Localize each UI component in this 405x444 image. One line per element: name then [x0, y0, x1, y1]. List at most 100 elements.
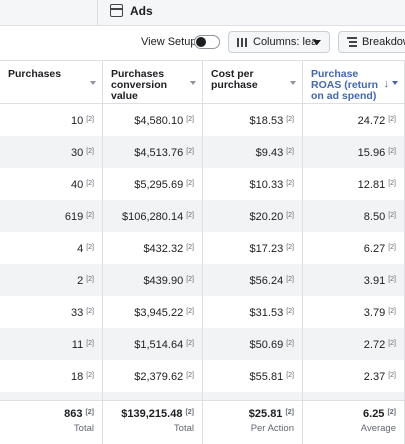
footnote-marker: [2] [286, 372, 294, 379]
cell-value: $17.23 [249, 243, 284, 255]
purchases-cell: 30 [2] [0, 136, 103, 168]
table-row[interactable]: 2 [2] $439.90 [2] $56.24 [2] 3.91 [2] [0, 264, 405, 296]
cell-value: 15.96 [357, 147, 386, 159]
cell-value: 6.27 [363, 243, 386, 255]
column-header-conversion-value[interactable]: Purchases conversion value [103, 61, 203, 105]
cell-value: 3.91 [363, 275, 386, 287]
cell-value: 40 [70, 179, 84, 191]
sort-caret-icon[interactable] [190, 81, 196, 85]
breakdown-button[interactable]: Breakdown [338, 31, 405, 53]
cost-per-purchase-cell: $56.24 [2] [203, 264, 303, 296]
column-header-label: Purchase ROAS (return on ad spend) [311, 68, 379, 102]
conversion-value-cell: $432.32 [2] [103, 232, 203, 264]
footnote-marker: [2] [86, 244, 94, 251]
top-bar-divider [97, 0, 98, 26]
footnote-marker: [2] [286, 340, 294, 347]
footnote-marker: [2] [86, 148, 94, 155]
purchase-roas-cell: 24.72 [2] [303, 104, 405, 136]
purchase-roas-cell: 3.79 [2] [303, 296, 405, 328]
columns-button-label: Columns: lea [253, 36, 318, 48]
cost-per-purchase-cell: $9.43 [2] [203, 136, 303, 168]
cell-value: 2 [77, 275, 84, 287]
sort-caret-icon[interactable] [90, 81, 96, 85]
cost-per-purchase-cell: $18.53 [2] [203, 104, 303, 136]
table-row[interactable]: 11 [2] $1,514.64 [2] $50.69 [2] 2.72 [2] [0, 328, 405, 360]
footnote-marker: [2] [286, 180, 294, 187]
table-row[interactable]: 33 [2] $3,945.22 [2] $31.53 [2] 3.79 [2] [0, 296, 405, 328]
total-cell: $25.81 [2] Per Action [203, 401, 303, 444]
purchases-cell: 10 [2] [0, 104, 103, 136]
conversion-value-cell: $1,514.64 [2] [103, 328, 203, 360]
footnote-marker: [2] [86, 212, 94, 219]
cell-value: $5,295.69 [134, 179, 184, 191]
footnote-marker: [2] [186, 212, 194, 219]
cell-value: $4,513.76 [134, 147, 184, 159]
conversion-value-cell: $8,374.55[2] [103, 392, 203, 400]
purchases-cell: 79[2] [0, 392, 103, 400]
top-bar: Ads [0, 0, 405, 26]
footnote-marker: [2] [86, 340, 94, 347]
footnote-marker: [2] [186, 180, 194, 187]
total-value: $139,215.48 [121, 408, 183, 420]
total-label: Total [173, 423, 194, 434]
view-setup-toggle[interactable] [194, 35, 220, 49]
column-header-label: Purchases [8, 68, 62, 80]
footnote-marker: [2] [86, 372, 94, 379]
cell-value: $9.43 [255, 147, 284, 159]
footnote-marker: [2] [388, 340, 396, 347]
purchases-cell: 11 [2] [0, 328, 103, 360]
cell-value: 8.50 [363, 211, 386, 223]
table-row[interactable]: 40 [2] $5,295.69 [2] $10.33 [2] 12.81 [2] [0, 168, 405, 200]
sort-descending-arrow-icon: ↓ [383, 78, 390, 90]
column-header-purchases[interactable]: Purchases [0, 61, 103, 105]
footnote-marker: [2] [388, 308, 396, 315]
footnote-marker: [2] [286, 244, 294, 251]
footnote-marker: [2] [388, 244, 396, 251]
total-cell: $139,215.48 [2] Total [103, 401, 203, 444]
footnote-marker: [2] [285, 409, 294, 416]
cell-value: $2,379.62 [134, 371, 184, 383]
footnote-marker: [2] [86, 308, 94, 315]
table-row[interactable]: 4 [2] $432.32 [2] $17.23 [2] 6.27 [2] [0, 232, 405, 264]
column-header-purchase-roas[interactable]: Purchase ROAS (return on ad spend) ↓ [303, 61, 405, 105]
column-header-cost-per-purchase[interactable]: Cost per purchase [203, 61, 303, 105]
purchases-cell: 619 [2] [0, 200, 103, 232]
cell-value: $50.69 [249, 339, 284, 351]
cost-per-purchase-cell: $17.23 [2] [203, 232, 303, 264]
table-row[interactable]: 18 [2] $2,379.62 [2] $55.81 [2] 2.37 [2] [0, 360, 405, 392]
purchases-cell: 40 [2] [0, 168, 103, 200]
table-row[interactable]: 79[2]$8,374.55[2]$44.86[2]2.36[2] [0, 392, 405, 400]
footnote-marker: [2] [387, 409, 396, 416]
footnote-marker: [2] [186, 308, 194, 315]
footnote-marker: [2] [388, 148, 396, 155]
total-cell: 863 [2] Total [0, 401, 103, 444]
table-row[interactable]: 30 [2] $4,513.76 [2] $9.43 [2] 15.96 [2] [0, 136, 405, 168]
cell-value: 619 [64, 211, 84, 223]
purchases-cell: 4 [2] [0, 232, 103, 264]
table-body: 10 [2] $4,580.10 [2] $18.53 [2] 24.72 [2] 30 [2] $… [0, 104, 405, 400]
columns-button[interactable]: Columns: lea [228, 31, 330, 53]
table-row[interactable]: 10 [2] $4,580.10 [2] $18.53 [2] 24.72 [2] [0, 104, 405, 136]
cell-value: $18.53 [249, 115, 284, 127]
toolbar: View Setup Columns: lea Breakdown [0, 26, 405, 60]
footnote-marker: [2] [388, 372, 396, 379]
column-header-label: Purchases conversion value [111, 68, 168, 102]
cell-value: $20.20 [249, 211, 284, 223]
conversion-value-cell: $5,295.69 [2] [103, 168, 203, 200]
table-row[interactable]: 619 [2] $106,280.14 [2] $20.20 [2] 8.50 [2] [0, 200, 405, 232]
purchase-roas-cell: 2.36[2] [303, 392, 405, 400]
total-label: Average [360, 423, 396, 434]
cell-value: 30 [70, 147, 84, 159]
cost-per-purchase-cell: $55.81 [2] [203, 360, 303, 392]
footnote-marker: [2] [286, 212, 294, 219]
cell-value: 18 [70, 371, 84, 383]
toggle-knob [196, 37, 206, 47]
sort-caret-icon[interactable] [392, 81, 398, 85]
cell-value: $432.32 [143, 243, 184, 255]
footnote-marker: [2] [186, 276, 194, 283]
sort-caret-icon[interactable] [290, 81, 296, 85]
cell-value: $1,514.64 [134, 339, 184, 351]
cell-value: 24.72 [357, 115, 386, 127]
footnote-marker: [2] [186, 148, 194, 155]
total-value: 6.25 [363, 408, 385, 420]
